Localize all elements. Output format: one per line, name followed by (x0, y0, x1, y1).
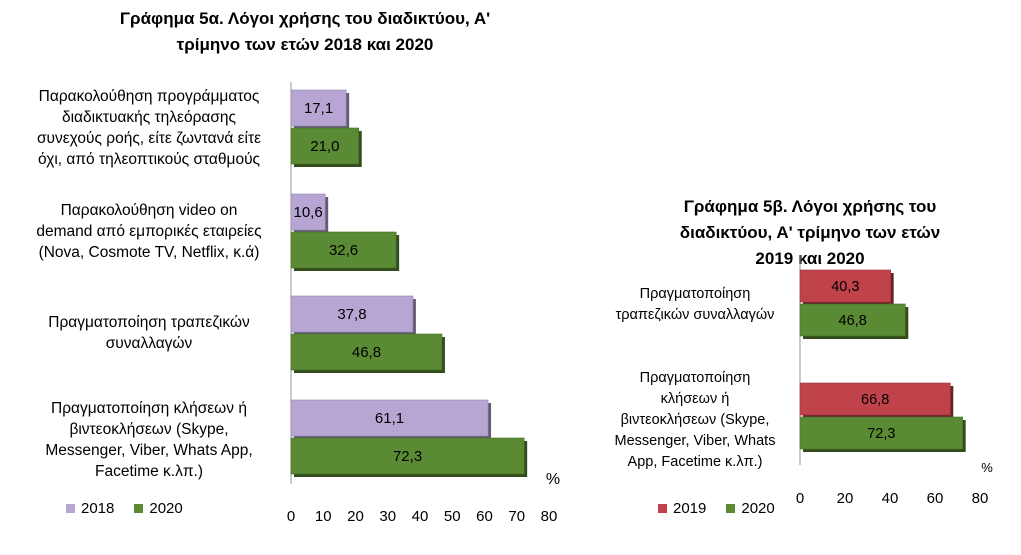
category-label-1: Πραγματοποίηση κλήσεων ή βιντεοκλήσεων (Sk… (605, 368, 785, 473)
data-label-2019-1: 66,8 (861, 392, 889, 408)
data-label-2020-0: 46,8 (839, 313, 867, 329)
bar-2020-0 (290, 127, 360, 165)
category-label-3: Πραγματοποίηση κλήσεων ή βιντεοκλήσεων (S… (20, 398, 278, 482)
unit-label: % (546, 471, 560, 488)
data-label-2020-3: 72,3 (393, 448, 422, 465)
legend-label-2020b: 2020 (741, 500, 775, 517)
chart1-legend: 2018 2020 (66, 500, 203, 517)
data-label-2018-1: 10,6 (293, 204, 322, 221)
category-label-line: Παρακολούθηση video on (60, 202, 238, 219)
legend-swatch-2019 (658, 504, 667, 513)
x-tick-label: 20 (837, 490, 854, 507)
category-label-line: Messenger, Viber, Whats App, (45, 442, 253, 459)
category-label-line: Facetime κ.λπ.) (94, 463, 203, 480)
category-label-line: βιντεοκλήσεων (Skype, (69, 421, 229, 438)
x-tick-label: 0 (796, 490, 804, 507)
x-tick-label: 30 (379, 508, 396, 525)
x-tick-label: 50 (444, 508, 461, 525)
category-label-1: Παρακολούθηση video on demand από εμπορικ… (20, 200, 278, 263)
data-label-2020-1: 32,6 (329, 242, 358, 259)
bar-2020-3 (290, 437, 525, 475)
category-label-0: Πραγματοποίηση τραπεζικών συναλλαγών (605, 284, 785, 326)
legend-item-2020: 2020 (134, 500, 183, 517)
bar-2020-2 (290, 333, 443, 371)
x-tick-label: 10 (315, 508, 332, 525)
legend-swatch-2020 (134, 504, 144, 513)
legend-swatch-2020b (726, 504, 736, 513)
category-label-line: Πραγματοποίηση τραπεζικών (48, 314, 250, 331)
category-label-line: όχι, από τηλεοπτικούς σταθμούς (37, 151, 261, 168)
bar-2018-0 (290, 89, 347, 127)
legend-label-2019: 2019 (673, 500, 707, 517)
data-label-2019-0: 40,3 (831, 279, 859, 295)
data-label-2018-2: 37,8 (337, 306, 366, 323)
legend-label-2020: 2020 (149, 500, 183, 517)
category-label-line: βιντεοκλήσεων (Skype, (620, 412, 770, 428)
category-label-line: App, Facetime κ.λπ.) (627, 454, 763, 470)
bar-2020-0 (799, 303, 906, 337)
category-label-line: Πραγματοποίηση (639, 370, 751, 386)
category-label-line: κλήσεων ή (660, 391, 730, 407)
bar-2018-3 (290, 399, 489, 437)
x-tick-label: 20 (347, 508, 364, 525)
data-label-2020-0: 21,0 (310, 138, 339, 155)
x-tick-label: 60 (476, 508, 493, 525)
chart2-title-line3: 2019 και 2020 (755, 249, 865, 268)
x-tick-label: 80 (541, 508, 558, 525)
legend-item-2018: 2018 (66, 500, 114, 517)
x-tick-label: 80 (972, 490, 989, 507)
chart1-title: Γράφημα 5α. Λόγοι χρήσης του διαδικτύου,… (70, 6, 540, 58)
chart2-plot: 40,3 46,8 66,8 72,3 0 20 40 60 80% (796, 255, 993, 507)
category-label-line: Πραγματοποίηση (639, 286, 751, 302)
bar-2019-0 (799, 269, 891, 303)
category-label-line: Πραγματοποίηση κλήσεων ή (51, 400, 247, 417)
category-label-0: Παρακολούθηση προγράμματος διαδικτυακής τ… (20, 86, 278, 170)
chart2-title-line1: Γράφημα 5β. Λόγοι χρήσης του (683, 197, 937, 216)
legend-label-2018: 2018 (81, 500, 115, 517)
x-tick-label: 0 (287, 508, 295, 525)
category-label-line: συνεχούς ροής, είτε ζωντανά είτε (36, 130, 262, 147)
category-label-line: demand από εμπορικές εταιρείες (36, 223, 262, 240)
category-label-line: διαδικτυακής τηλεόρασης (61, 109, 237, 126)
x-tick-label: 70 (508, 508, 525, 525)
bar-2018-1 (290, 193, 326, 231)
bar-2020-1 (799, 416, 963, 450)
chart2-legend: 2019 2020 (658, 500, 795, 517)
legend-item-2019: 2019 (658, 500, 706, 517)
x-tick-label: 40 (882, 490, 899, 507)
data-label-2018-0: 17,1 (304, 100, 333, 117)
unit-label: % (981, 460, 993, 475)
category-label-line: συναλλαγών (105, 335, 193, 352)
chart1-plot: 17,1 21,0 10,6 32,6 37,8 46,8 61,1 72,3 0 10 20 30 4… (287, 82, 560, 525)
chart2-title: Γράφημα 5β. Λόγοι χρήσης του διαδικτύου,… (660, 194, 960, 272)
data-label-2020-2: 46,8 (352, 344, 381, 361)
data-label-2020-1: 72,3 (867, 426, 895, 442)
chart1-title-line2: τρίμηνο των ετών 2018 και 2020 (176, 35, 434, 54)
category-label-line: Παρακολούθηση προγράμματος (38, 88, 260, 105)
data-label-2018-3: 61,1 (375, 410, 404, 427)
category-label-2: Πραγματοποίηση τραπεζικών συναλλαγών (20, 312, 278, 354)
legend-swatch-2018 (66, 504, 75, 513)
bar-2020-1 (290, 231, 397, 269)
legend-item-2020b: 2020 (726, 500, 775, 517)
chart1-title-line1: Γράφημα 5α. Λόγοι χρήσης του διαδικτύου,… (119, 9, 491, 28)
x-tick-label: 60 (927, 490, 944, 507)
bar-2019-1 (799, 382, 951, 416)
category-label-line: Messenger, Viber, Whats (614, 433, 776, 449)
category-label-line: (Nova, Cosmote TV, Netflix, κ.ά) (38, 244, 260, 261)
bar-2018-2 (290, 295, 414, 333)
chart2-title-line2: διαδικτύου, Α' τρίμηνο των ετών (679, 223, 941, 242)
category-label-line: τραπεζικών συναλλαγών (615, 307, 775, 323)
x-tick-label: 40 (412, 508, 429, 525)
